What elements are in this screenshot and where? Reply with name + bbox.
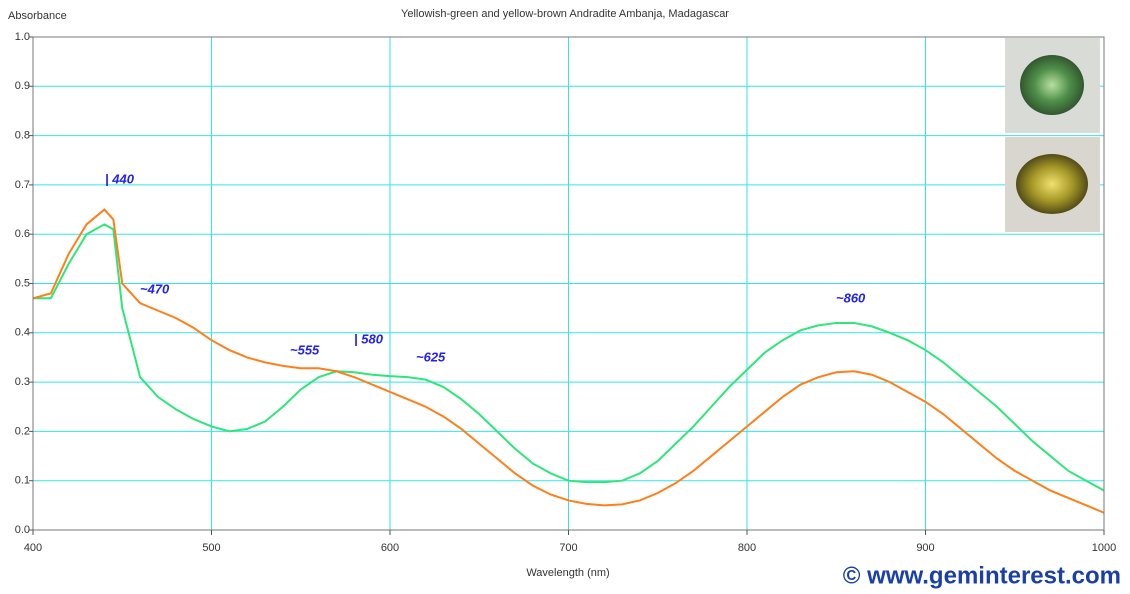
y-tick-label: 0.1 [15,475,30,487]
y-tick-label: 0.2 [15,425,30,437]
y-tick-label: 0.4 [15,327,30,339]
gem-photos [1005,38,1100,232]
gem-green [1020,55,1084,115]
plot [32,208,1105,514]
annotation: ~625 [416,349,446,364]
series-line [32,208,1105,514]
series-line [33,223,1105,492]
annotation: ~555 [290,342,320,357]
y-tick-label: 0.0 [15,524,30,536]
gem-yellow [1016,154,1088,214]
y-tick-label: 0.6 [15,228,30,240]
x-tick-label: 800 [738,542,756,554]
annotation: ~470 [140,281,170,296]
x-tick-label: 700 [559,542,577,554]
x-tick-label: 500 [202,542,220,554]
y-tick-label: 1.0 [15,31,30,43]
annotation: | 440 [105,171,135,186]
grid [32,36,1105,531]
watermark: © www.geminterest.com [843,562,1121,589]
y-axis-label: Absorbance [8,10,67,22]
y-tick-label: 0.8 [15,130,30,142]
annotation: ~860 [836,290,866,305]
chart-title: Yellowish-green and yellow-brown Andradi… [401,8,729,20]
y-tick-label: 0.3 [15,376,30,388]
x-tick-label: 400 [24,542,42,554]
x-axis-label: Wavelength (nm) [526,567,609,579]
annotation: | 580 [354,331,384,346]
x-tick-label: 900 [916,542,934,554]
y-tick-label: 0.9 [15,80,30,92]
x-tick-label: 600 [381,542,399,554]
y-tick-label: 0.7 [15,179,30,191]
x-tick-label: 1000 [1092,542,1116,554]
y-tick-label: 0.5 [15,277,30,289]
